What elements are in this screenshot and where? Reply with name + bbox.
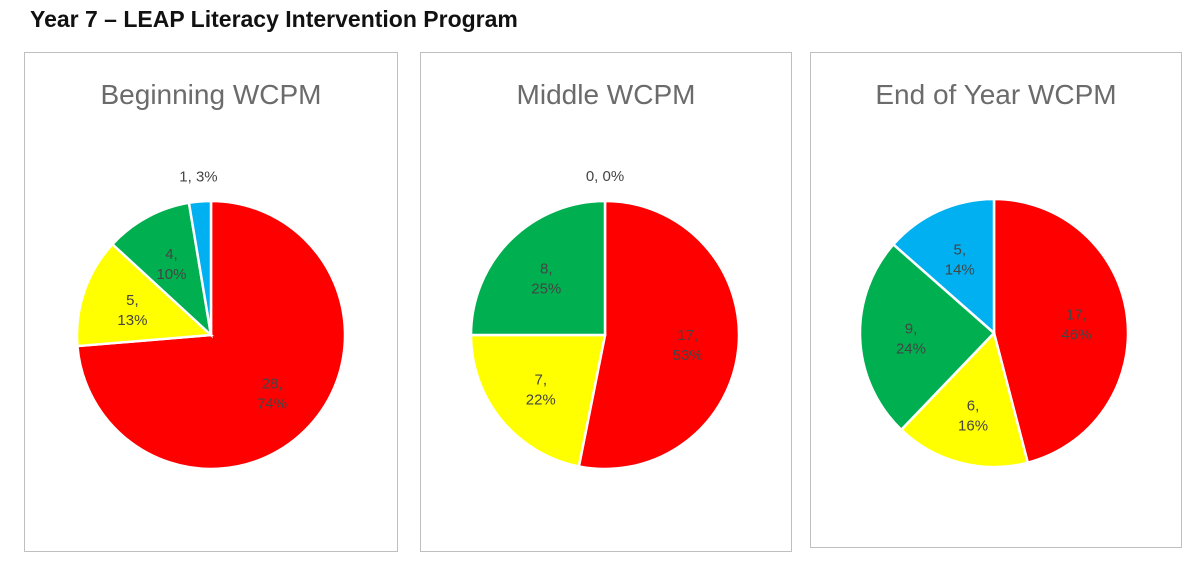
- slice-value-label: 5,: [126, 292, 139, 309]
- slice-value-label: 1, 3%: [179, 169, 217, 186]
- slice-percent-label: 25%: [531, 280, 561, 297]
- pie-slice-2: [469, 199, 607, 337]
- chart-panel-beginning: Beginning WCPM 28, 74% 5, 13% 4, 10% 1, 3%: [24, 52, 398, 552]
- pie-chart-beginning: 28, 74% 5, 13% 4, 10% 1, 3%: [75, 169, 347, 471]
- slice-percent-label: 53%: [673, 347, 703, 364]
- slice-percent-label: 16%: [958, 417, 988, 434]
- slice-percent-label: 10%: [156, 266, 186, 283]
- slice-percent-label: 13%: [117, 312, 147, 329]
- pie-slice-2: [858, 242, 996, 432]
- slice-percent-label: 14%: [945, 261, 975, 278]
- slice-value-label: 4,: [165, 246, 178, 263]
- slice-value-label: 17,: [677, 327, 698, 344]
- pie-slice-0: [992, 197, 1130, 465]
- pie-slice-2: [110, 201, 213, 339]
- chart-title: Beginning WCPM: [100, 79, 322, 110]
- slice-value-label: 6,: [967, 397, 980, 414]
- slice-value-label: 0, 0%: [586, 168, 624, 185]
- pie-chart-end-of-year: 17, 46% 6, 16% 9, 24% 5, 14%: [858, 197, 1130, 469]
- pie-slice-0: [577, 199, 741, 471]
- slice-value-label: 9,: [905, 321, 918, 338]
- slice-value-label: 8,: [540, 260, 553, 277]
- slice-percent-label: 24%: [896, 341, 926, 358]
- pie-slice-1: [469, 333, 607, 468]
- page-title: Year 7 – LEAP Literacy Intervention Prog…: [30, 6, 518, 32]
- chart-panel-middle: Middle WCPM 17, 53% 7, 22% 8, 25% 0, 0%: [420, 52, 792, 552]
- pie-slice-3: [891, 197, 996, 336]
- slice-percent-label: 74%: [257, 395, 287, 412]
- slice-percent-label: 46%: [1061, 326, 1091, 343]
- slice-value-label: 28,: [262, 375, 283, 392]
- chart-title: End of Year WCPM: [875, 79, 1117, 110]
- chart-title: Middle WCPM: [516, 79, 696, 110]
- slice-value-label: 17,: [1066, 306, 1087, 323]
- pie-chart-middle: 17, 53% 7, 22% 8, 25% 0, 0%: [469, 168, 741, 471]
- slice-percent-label: 22%: [526, 392, 556, 409]
- chart-panel-end-of-year: End of Year WCPM 17, 46% 6, 16% 9, 24% 5, 14%: [810, 52, 1182, 548]
- pie-slice-1: [75, 242, 214, 348]
- pie-slice-3: [187, 199, 213, 336]
- pie-slice-1: [899, 330, 1030, 469]
- slice-value-label: 7,: [535, 372, 548, 389]
- slice-value-label: 5,: [954, 241, 967, 258]
